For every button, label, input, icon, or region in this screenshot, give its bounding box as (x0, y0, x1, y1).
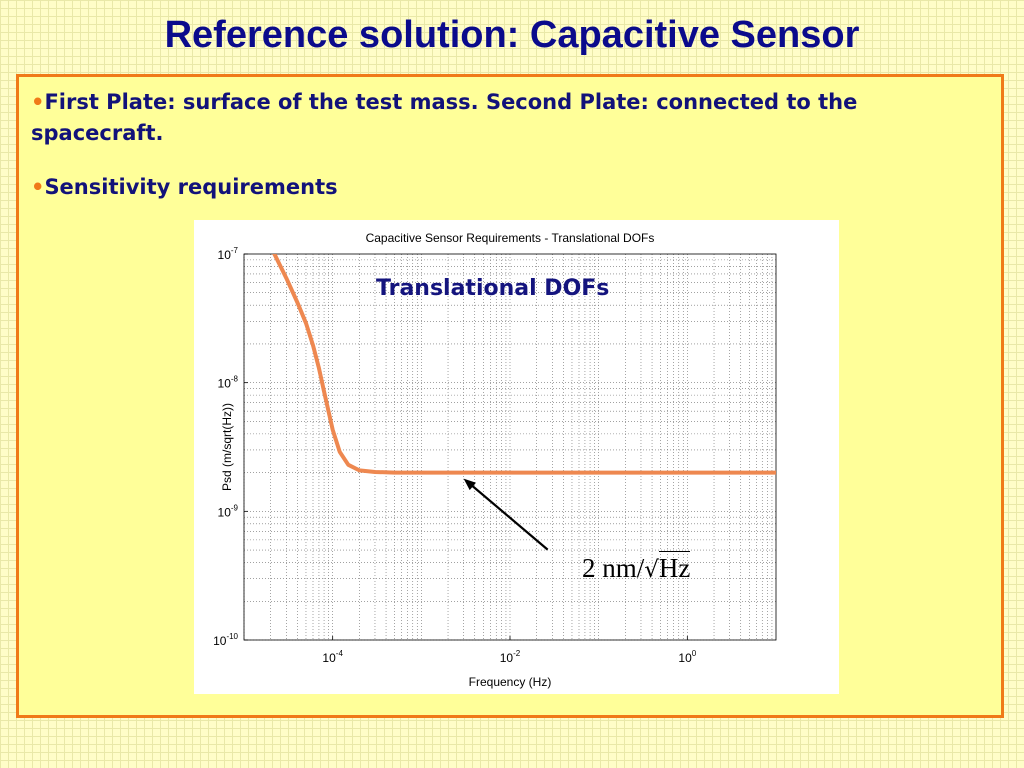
sqrt-symbol: √ (644, 557, 659, 583)
bullet-dot: • (31, 90, 45, 114)
x-tick-label: 100 (678, 649, 696, 665)
requirement-annotation: 2 nm/√Hz (582, 551, 691, 584)
y-tick-label: 10-9 (218, 503, 239, 519)
x-tick-label: 10-2 (500, 649, 521, 665)
bullet-dot: • (31, 175, 45, 199)
chart-title: Capacitive Sensor Requirements - Transla… (366, 231, 655, 245)
annotation-arrow-head (463, 478, 476, 491)
y-axis-label: Psd (m/sqrt(Hz)) (220, 403, 234, 491)
annotation-value: 2 (582, 553, 596, 583)
slide-title: Reference solution: Capacitive Sensor (164, 14, 860, 56)
annotation-unit: nm/ (602, 553, 645, 583)
content-box: •First Plate: surface of the test mass. … (16, 74, 1004, 718)
psd-chart: Capacitive Sensor Requirements - Transla… (213, 231, 777, 689)
annotation-arrow-line (468, 482, 549, 551)
psd-curve (272, 254, 776, 475)
x-axis-label: Frequency (Hz) (469, 675, 552, 689)
x-tick-label: 10-4 (322, 649, 343, 665)
bullet-text: Sensitivity requirements (44, 175, 338, 199)
y-tick-label: 10-7 (218, 246, 239, 262)
translational-dofs-label: Translational DOFs (376, 276, 610, 301)
bullet-text: First Plate: surface of the test mass. S… (31, 90, 858, 145)
y-tick-label: 10-10 (213, 632, 238, 648)
chart-panel: Capacitive Sensor Requirements - Transla… (194, 220, 839, 694)
y-tick-label: 10-8 (218, 375, 239, 391)
bullet-first-plate: •First Plate: surface of the test mass. … (31, 87, 911, 149)
bullet-sensitivity: •Sensitivity requirements (31, 172, 338, 203)
annotation-radicand: Hz (658, 551, 691, 583)
